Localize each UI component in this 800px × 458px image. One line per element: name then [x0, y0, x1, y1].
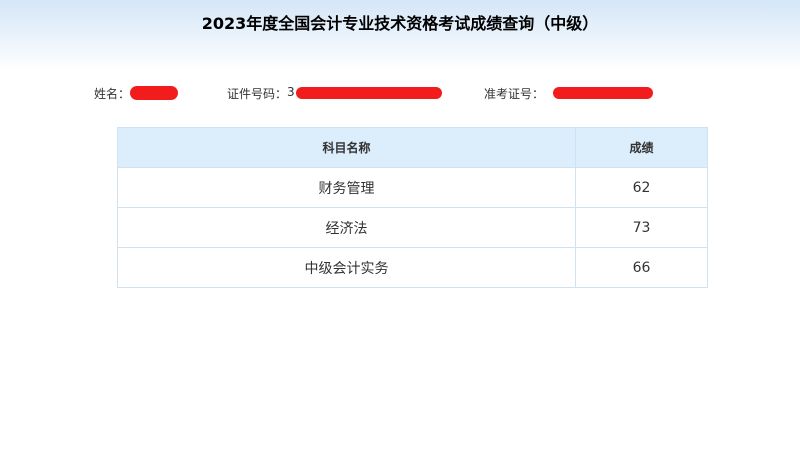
page-header: 2023年度全国会计专业技术资格考试成绩查询（中级） — [0, 0, 800, 72]
score-cell: 73 — [575, 207, 708, 248]
subject-cell: 财务管理 — [117, 167, 576, 208]
ticket-redaction — [553, 87, 653, 99]
ticket-label: 准考证号： — [484, 87, 545, 101]
score-table: 科目名称 成绩 财务管理 62 经济法 73 中级会计实务 66 — [117, 127, 708, 288]
page-title: 2023年度全国会计专业技术资格考试成绩查询（中级） — [201, 14, 599, 33]
table-header-row: 科目名称 成绩 — [117, 127, 708, 168]
table-row: 财务管理 62 — [117, 167, 708, 208]
table-row: 经济法 73 — [117, 207, 708, 248]
id-prefix: 3 — [287, 85, 295, 99]
score-cell: 62 — [575, 167, 708, 208]
id-redaction — [296, 87, 442, 99]
subject-cell: 经济法 — [117, 207, 576, 248]
table-row: 中级会计实务 66 — [117, 247, 708, 288]
name-redaction — [130, 86, 178, 100]
id-label: 证件号码： — [227, 87, 288, 101]
header-subject: 科目名称 — [117, 127, 576, 168]
header-score: 成绩 — [575, 127, 708, 168]
score-cell: 66 — [575, 247, 708, 288]
subject-cell: 中级会计实务 — [117, 247, 576, 288]
name-label: 姓名： — [94, 87, 131, 101]
